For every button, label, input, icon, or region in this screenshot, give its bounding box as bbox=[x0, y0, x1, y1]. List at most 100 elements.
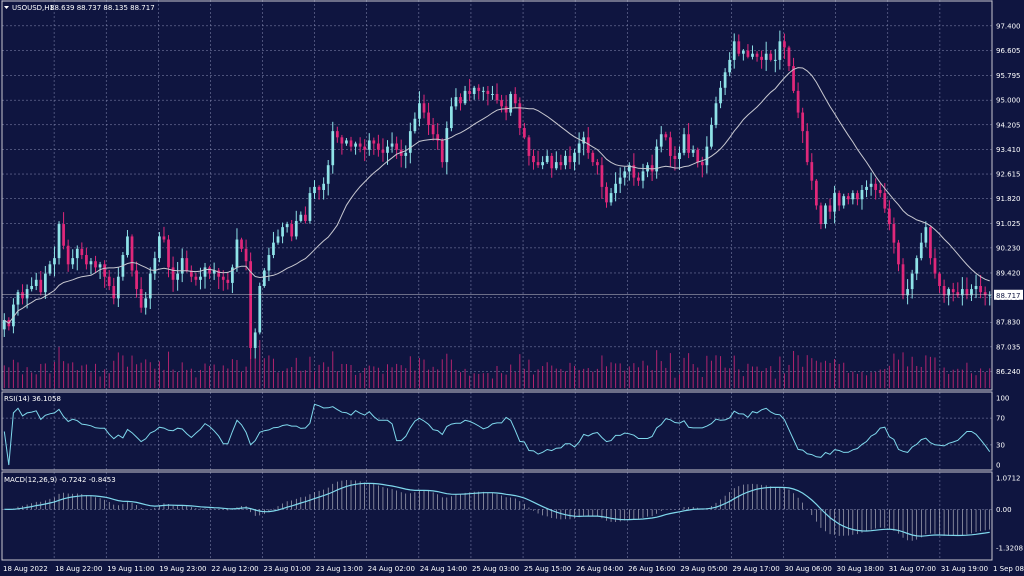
volume-bar bbox=[542, 366, 544, 388]
ohlc-values: 88.639 88.737 88.135 88.717 bbox=[50, 4, 155, 12]
volume-bar bbox=[875, 371, 877, 388]
candle-body bbox=[153, 258, 157, 274]
candle-body bbox=[226, 279, 230, 283]
candle-body bbox=[422, 103, 426, 113]
candle-body bbox=[25, 289, 29, 299]
candle-body bbox=[947, 289, 951, 296]
volume-bar bbox=[514, 372, 516, 388]
volume-bar bbox=[168, 351, 170, 388]
price-tick-label: 91.025 bbox=[996, 220, 1021, 228]
candle-body bbox=[965, 289, 969, 296]
candle-body bbox=[208, 267, 211, 274]
volume-bar bbox=[263, 358, 265, 388]
x-tick-label: 26 Aug 16:00 bbox=[628, 565, 675, 573]
volume-bar bbox=[551, 365, 553, 388]
volume-bar bbox=[532, 374, 534, 388]
candle-body bbox=[500, 100, 503, 107]
candlesticks bbox=[2, 30, 992, 359]
volume-bar bbox=[250, 340, 252, 388]
candle-body bbox=[308, 193, 312, 221]
volume-bar bbox=[437, 369, 439, 388]
volume-bar bbox=[145, 359, 147, 388]
volume-bar bbox=[95, 363, 97, 388]
volume-bar bbox=[409, 356, 411, 388]
candle-body bbox=[335, 131, 339, 138]
candle-body bbox=[504, 106, 508, 113]
volume-bar bbox=[642, 360, 644, 388]
candle-body bbox=[358, 143, 362, 147]
volume-bar bbox=[446, 353, 448, 388]
candle-body bbox=[573, 152, 576, 163]
volume-bar bbox=[460, 372, 462, 388]
volume-bar bbox=[450, 359, 452, 388]
volume-bar bbox=[656, 350, 658, 388]
candle-body bbox=[80, 248, 84, 256]
candle-body bbox=[769, 53, 773, 60]
volume-bar bbox=[254, 358, 256, 388]
volume-bar bbox=[665, 367, 667, 388]
volume-bar bbox=[327, 366, 329, 388]
volume-bar bbox=[720, 356, 722, 388]
volume-bar bbox=[523, 368, 525, 388]
candle-body bbox=[445, 128, 449, 163]
candle-body bbox=[486, 90, 490, 94]
volume-bar bbox=[779, 356, 781, 388]
volume-bar bbox=[697, 367, 699, 388]
volume-bar bbox=[934, 357, 936, 388]
volume-bar bbox=[811, 358, 813, 388]
candle-body bbox=[491, 93, 494, 95]
candle-body bbox=[427, 112, 430, 125]
candle-body bbox=[518, 103, 522, 129]
volume-bar bbox=[751, 366, 753, 388]
menu-triangle-icon[interactable] bbox=[4, 6, 9, 9]
candle-body bbox=[477, 87, 481, 91]
volume-bar bbox=[624, 370, 626, 388]
candle-body bbox=[144, 298, 148, 308]
candle-body bbox=[974, 285, 978, 290]
volume-bar bbox=[209, 365, 211, 388]
candle-body bbox=[139, 289, 143, 308]
volume-bar bbox=[423, 359, 425, 388]
candle-body bbox=[185, 258, 189, 271]
volume-bar bbox=[637, 367, 639, 388]
candle-body bbox=[710, 124, 713, 147]
volume-bar bbox=[989, 368, 991, 388]
volume-bar bbox=[729, 368, 731, 388]
volume-bar bbox=[40, 363, 42, 388]
volume-bar bbox=[651, 370, 653, 388]
candle-body bbox=[75, 248, 79, 259]
price-tick-label: 95.795 bbox=[996, 72, 1021, 80]
candle-body bbox=[792, 66, 795, 91]
candle-body bbox=[53, 258, 56, 265]
macd-tick-label: 0.00 bbox=[996, 506, 1012, 514]
candle-body bbox=[878, 189, 882, 194]
last-price-box bbox=[994, 289, 1023, 300]
candle-body bbox=[413, 118, 417, 132]
macd-tick-label: -1.3208 bbox=[996, 545, 1023, 553]
candle-body bbox=[536, 162, 540, 166]
macd-panel bbox=[2, 479, 992, 541]
volume-bar bbox=[286, 368, 288, 388]
x-tick-label: 31 Aug 19:00 bbox=[941, 565, 988, 573]
candle-body bbox=[892, 224, 896, 243]
candle-body bbox=[837, 193, 841, 206]
candle-body bbox=[468, 90, 471, 94]
candle-body bbox=[176, 273, 180, 280]
volume-bar bbox=[318, 364, 320, 388]
volume-bar bbox=[99, 376, 101, 388]
volume-bar bbox=[765, 368, 767, 388]
volume-bar bbox=[387, 364, 389, 388]
candle-body bbox=[678, 152, 681, 160]
volume-bar bbox=[464, 368, 466, 388]
candle-body bbox=[951, 289, 955, 293]
volume-bar bbox=[26, 367, 28, 388]
volume-bar bbox=[345, 364, 347, 388]
candle-body bbox=[12, 304, 15, 327]
volume-bar bbox=[154, 368, 156, 388]
candle-body bbox=[664, 134, 668, 138]
candle-body bbox=[231, 267, 234, 283]
candle-body bbox=[874, 183, 878, 190]
volume-bar bbox=[756, 366, 758, 388]
